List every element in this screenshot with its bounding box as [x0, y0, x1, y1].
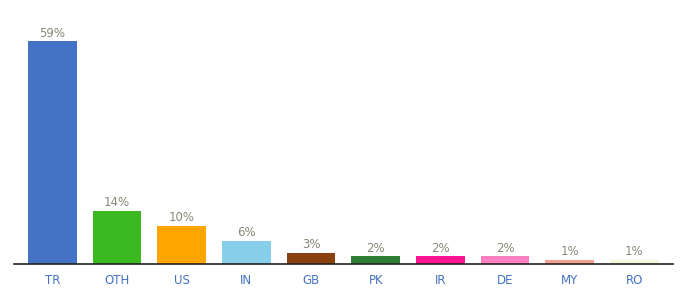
- Text: 6%: 6%: [237, 226, 256, 239]
- Bar: [92, 211, 141, 264]
- Bar: [545, 260, 594, 264]
- Bar: [287, 253, 335, 264]
- Text: 14%: 14%: [104, 196, 130, 209]
- Bar: [416, 256, 464, 264]
- Bar: [222, 242, 271, 264]
- Bar: [352, 256, 400, 264]
- Text: 3%: 3%: [302, 238, 320, 251]
- Text: 2%: 2%: [431, 242, 449, 255]
- Text: 2%: 2%: [496, 242, 514, 255]
- Bar: [28, 41, 77, 264]
- Text: 10%: 10%: [169, 212, 194, 224]
- Text: 1%: 1%: [625, 245, 644, 258]
- Bar: [610, 260, 659, 264]
- Text: 2%: 2%: [367, 242, 385, 255]
- Bar: [481, 256, 529, 264]
- Bar: [158, 226, 206, 264]
- Text: 59%: 59%: [39, 26, 65, 40]
- Text: 1%: 1%: [560, 245, 579, 258]
